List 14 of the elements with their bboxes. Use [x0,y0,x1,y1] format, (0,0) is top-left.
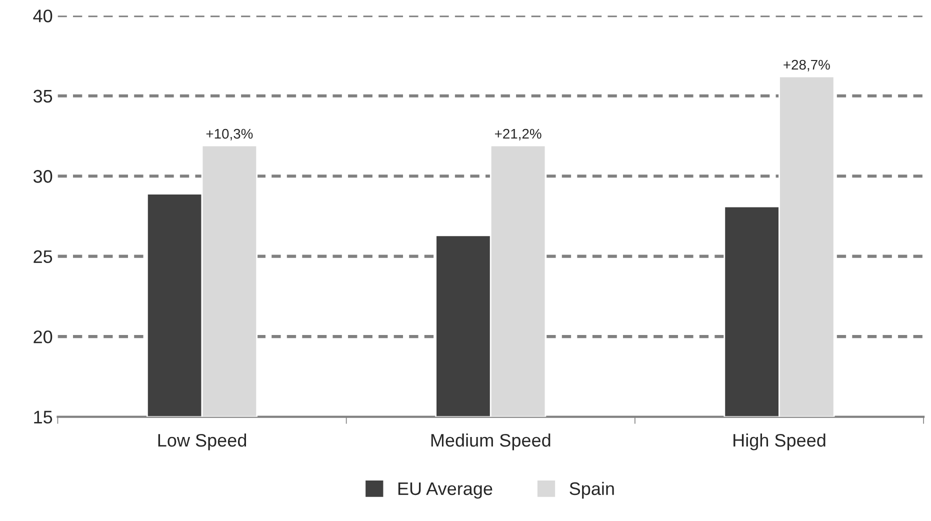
y-tick-label: 25 [34,250,52,264]
x-tick-label: Medium Speed [431,433,550,450]
x-tick-label: High Speed [734,433,826,450]
annotation: +21,2% [494,128,542,140]
legend-label: EU Average [398,482,492,499]
legend-label: Spain [570,482,614,499]
y-tick-label: 35 [33,90,52,103]
y-tick-label: 40 [33,10,52,22]
y-tick-label: 15 [34,410,52,424]
annotation: +28,7% [784,60,830,72]
y-tick-label: 20 [34,330,52,344]
annotation: +10,3% [206,128,253,140]
y-tick-label: 30 [33,170,52,183]
x-tick-label: Low Speed [158,433,246,450]
